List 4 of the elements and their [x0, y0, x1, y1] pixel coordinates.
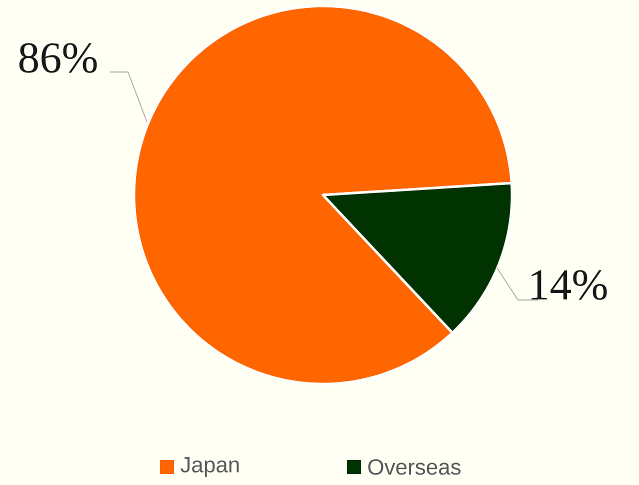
data-label: 86% — [19, 43, 97, 73]
data-label: 14% — [532, 270, 607, 300]
legend-label: Japan — [180, 457, 239, 477]
legend-label: Overseas — [368, 459, 461, 475]
